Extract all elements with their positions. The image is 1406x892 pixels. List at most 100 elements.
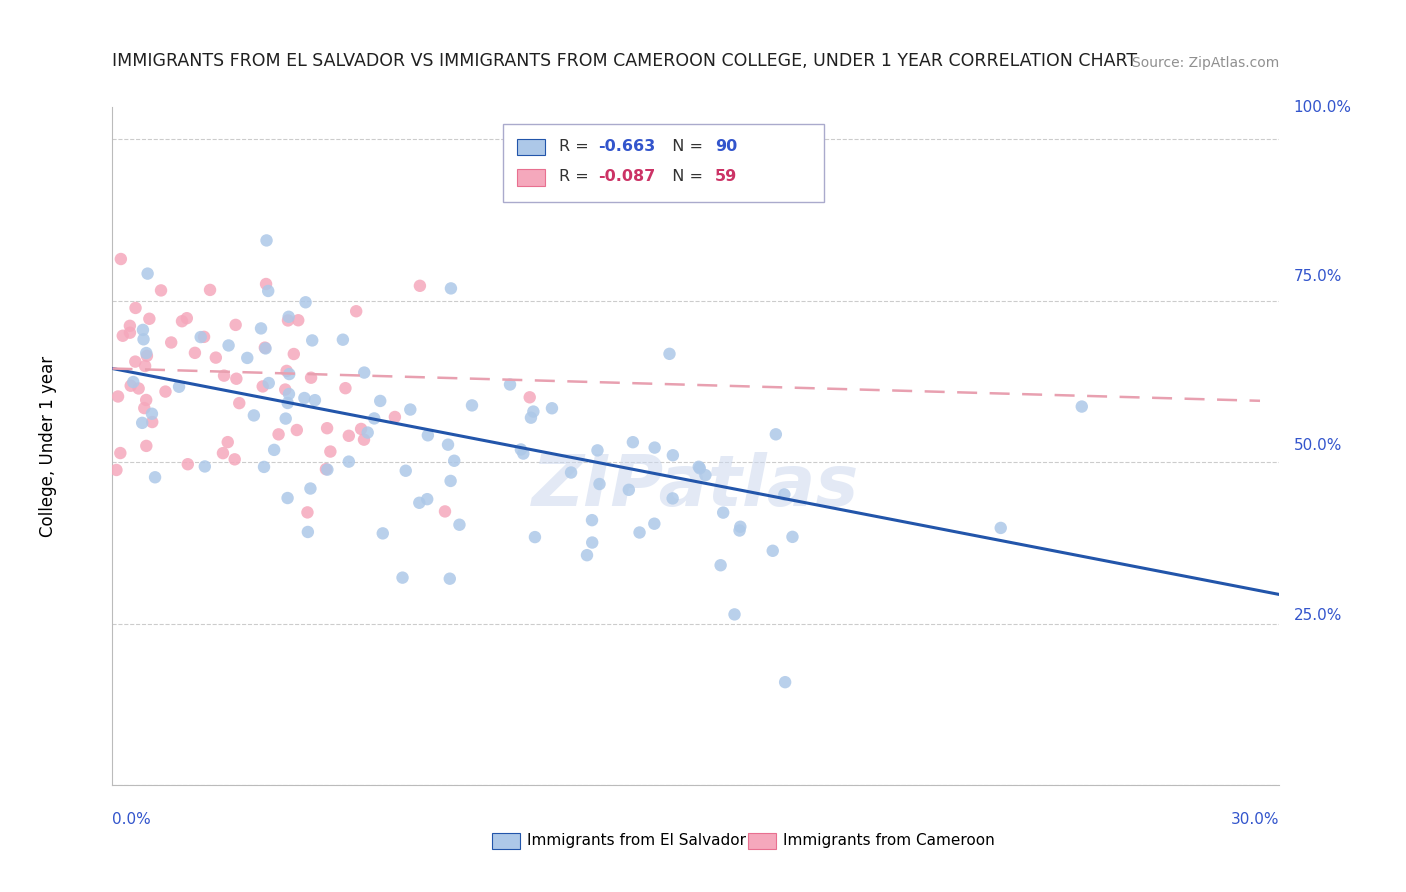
Point [711, 506, 734, 520]
Point [256, 234, 278, 248]
Point [391, 571, 413, 585]
Point [384, 409, 406, 424]
Point [315, 462, 337, 476]
Point [287, 313, 309, 327]
Point [728, 524, 751, 538]
Point [167, 380, 190, 394]
Point [128, 382, 150, 396]
Point [122, 375, 145, 389]
Point [368, 393, 391, 408]
Point [299, 482, 322, 496]
Point [250, 321, 273, 335]
Point [621, 435, 644, 450]
Point [299, 370, 322, 384]
Point [990, 521, 1012, 535]
Point [353, 366, 375, 380]
Point [212, 368, 235, 383]
Point [254, 342, 277, 356]
Point [617, 483, 640, 497]
Point [644, 441, 666, 455]
Point [509, 442, 531, 457]
Text: 25.0%: 25.0% [1294, 608, 1341, 623]
Point [773, 675, 796, 690]
Point [541, 401, 564, 416]
Point [319, 444, 342, 458]
Point [111, 328, 134, 343]
Point [160, 335, 183, 350]
Point [1070, 400, 1092, 414]
Point [363, 411, 385, 425]
Point [723, 607, 745, 622]
Point [283, 347, 305, 361]
Point [190, 330, 212, 344]
Text: N =: N = [662, 169, 709, 185]
Point [277, 313, 299, 327]
Point [263, 442, 285, 457]
Point [688, 459, 710, 474]
Point [560, 466, 582, 480]
Point [118, 326, 141, 340]
Point [274, 383, 297, 397]
Point [297, 524, 319, 539]
Point [519, 390, 541, 404]
Point [586, 443, 609, 458]
Point [134, 401, 156, 416]
Point [150, 284, 173, 298]
Point [337, 429, 360, 443]
Point [297, 505, 319, 519]
Point [118, 318, 141, 333]
Point [136, 267, 159, 281]
Point [628, 525, 651, 540]
Point [257, 284, 280, 298]
Point [294, 295, 316, 310]
Text: IMMIGRANTS FROM EL SALVADOR VS IMMIGRANTS FROM CAMEROON COLLEGE, UNDER 1 YEAR CO: IMMIGRANTS FROM EL SALVADOR VS IMMIGRANT… [112, 52, 1137, 70]
Point [695, 468, 717, 483]
Text: Immigrants from Cameroon: Immigrants from Cameroon [783, 833, 995, 848]
Text: 59: 59 [714, 169, 737, 185]
Text: 50.0%: 50.0% [1294, 439, 1341, 453]
Point [205, 351, 228, 365]
Point [730, 520, 752, 534]
Point [409, 278, 432, 293]
Point [335, 381, 357, 395]
Point [439, 572, 461, 586]
Point [225, 318, 247, 332]
Point [765, 427, 787, 442]
Point [773, 487, 796, 501]
Point [357, 425, 380, 440]
Point [408, 496, 430, 510]
Point [110, 446, 132, 460]
Point [443, 454, 465, 468]
Point [643, 516, 665, 531]
Text: College, Under 1 year: College, Under 1 year [39, 355, 58, 537]
FancyBboxPatch shape [503, 124, 824, 202]
Text: ZIPatlas: ZIPatlas [533, 452, 859, 521]
Point [135, 392, 157, 407]
Point [243, 409, 266, 423]
FancyBboxPatch shape [748, 833, 776, 849]
Point [176, 311, 198, 326]
FancyBboxPatch shape [517, 139, 546, 155]
Point [762, 543, 785, 558]
Point [661, 491, 683, 506]
Point [662, 448, 685, 462]
Point [353, 433, 375, 447]
Point [170, 314, 193, 328]
Point [395, 464, 418, 478]
Point [278, 387, 301, 401]
Point [254, 277, 277, 291]
Point [155, 384, 177, 399]
Point [135, 346, 157, 360]
Point [581, 535, 603, 549]
Point [439, 474, 461, 488]
Point [177, 457, 200, 471]
Text: 30.0%: 30.0% [1232, 812, 1279, 827]
Point [332, 333, 354, 347]
Point [212, 446, 235, 460]
Point [224, 452, 246, 467]
Point [449, 517, 471, 532]
Text: 0.0%: 0.0% [112, 812, 152, 827]
Point [278, 367, 301, 381]
Point [253, 459, 276, 474]
Point [782, 530, 804, 544]
